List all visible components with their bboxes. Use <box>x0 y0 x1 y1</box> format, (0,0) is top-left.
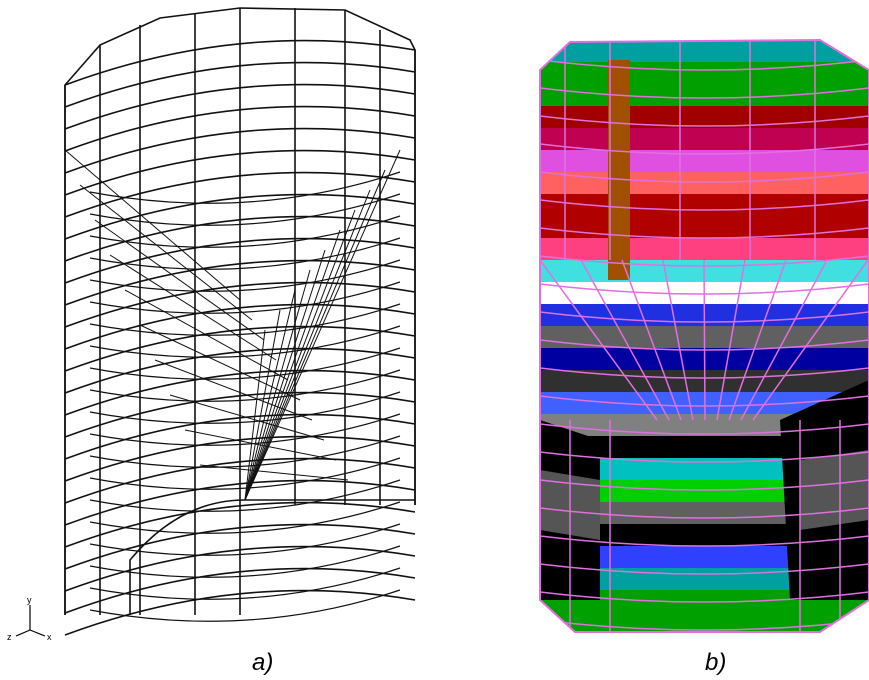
band <box>540 216 869 238</box>
mesh-edge <box>90 172 400 203</box>
band <box>540 40 869 62</box>
column <box>608 60 630 280</box>
mesh-edge <box>170 395 324 440</box>
colored-mesh <box>540 40 869 656</box>
block <box>800 450 869 530</box>
mesh-edge <box>245 190 370 500</box>
axis-line <box>16 630 30 636</box>
axis-label: y <box>27 595 32 605</box>
band <box>540 84 869 106</box>
wireframe-mesh <box>65 8 415 635</box>
mesh-edge <box>245 150 400 500</box>
axis-line <box>30 630 45 636</box>
band <box>540 128 869 150</box>
mesh-edge <box>245 170 385 500</box>
mesh-edge <box>80 185 252 320</box>
band <box>540 172 869 194</box>
grid-line <box>704 260 705 420</box>
panel-label: b) <box>705 649 726 676</box>
band <box>540 238 869 260</box>
panel-label: a) <box>252 649 273 676</box>
axis-label: z <box>7 632 12 642</box>
mesh-edge <box>200 465 348 480</box>
axes-triad <box>16 605 45 636</box>
band <box>540 106 869 128</box>
figure: y x z a) b) <box>0 0 869 680</box>
axis-label: x <box>47 632 52 642</box>
page: y x z a) b) (() => { const data = JSON.p… <box>0 0 869 680</box>
mesh-edge <box>95 220 264 340</box>
